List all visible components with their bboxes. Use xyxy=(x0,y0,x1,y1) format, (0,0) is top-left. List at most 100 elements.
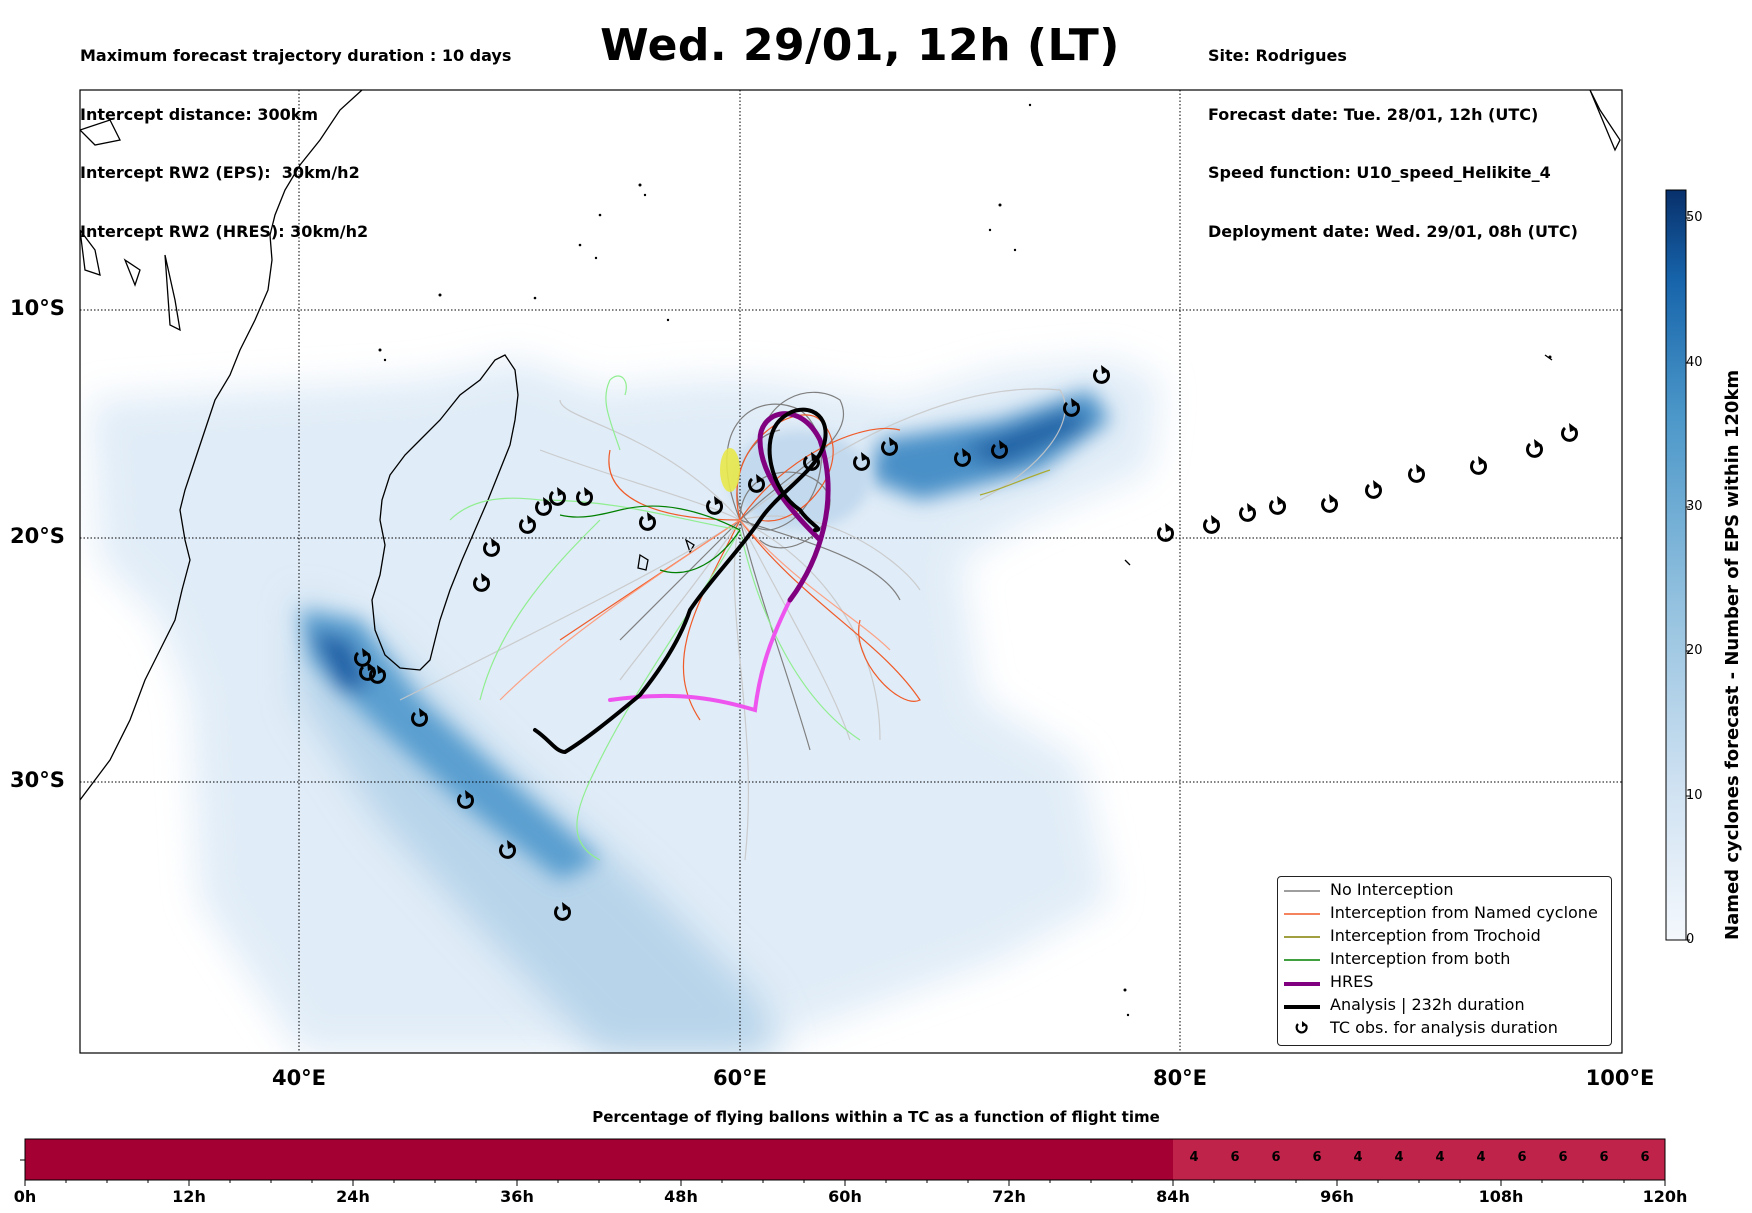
tc-cyclone-symbol-icon xyxy=(1408,464,1425,483)
timeline-percent-label: 6 xyxy=(1599,1150,1609,1165)
tc-cyclone-symbol-icon xyxy=(576,487,593,506)
tc-cyclone-symbol-icon xyxy=(1093,365,1110,384)
lon-label-100e: 100°E xyxy=(1585,1066,1655,1090)
timeline-tick-label: 72h xyxy=(992,1187,1026,1206)
header-line: Maximum forecast trajectory duration : 1… xyxy=(80,46,512,65)
lat-label-30s: 30°S xyxy=(10,768,65,792)
tc-cyclone-symbol-icon xyxy=(535,497,552,516)
tc-cyclone-symbol-icon xyxy=(1063,398,1080,417)
colorbar-tick: 40 xyxy=(1686,355,1703,370)
legend-item-analysis: Analysis | 232h duration xyxy=(1278,994,1611,1016)
tc-obs-symbols xyxy=(354,365,1578,921)
timeline-segment xyxy=(1583,1139,1624,1180)
timeline-tick-label: 0h xyxy=(13,1187,37,1206)
tc-cyclone-symbol-icon xyxy=(853,452,870,471)
header-line: Forecast date: Tue. 28/01, 12h (UTC) xyxy=(1208,104,1539,124)
timeline-tick-label: 12h xyxy=(172,1187,206,1206)
line-swatch-icon xyxy=(1284,959,1320,961)
timeline-percent-label: 4 xyxy=(1476,1150,1486,1165)
legend: No Interception Interception from Named … xyxy=(1277,876,1612,1046)
tc-cyclone-symbol-icon xyxy=(554,902,571,921)
header-line: Site: Rodrigues xyxy=(1208,46,1347,65)
tc-cyclone-symbol-icon xyxy=(519,515,536,534)
header-line: Intercept RW2 (EPS): 30km/h2 xyxy=(80,163,360,182)
timeline-tick-label: 24h xyxy=(336,1187,370,1206)
timeline-percent-label: 6 xyxy=(1517,1150,1527,1165)
timeline-tick-label: 48h xyxy=(664,1187,698,1206)
legend-item-hres: HRES xyxy=(1278,971,1611,993)
timeline-segment xyxy=(1542,1139,1583,1180)
tc-cyclone-symbol-icon xyxy=(359,662,376,681)
tc-cyclone-symbol-icon xyxy=(991,440,1008,459)
header-right-info: Site: Rodrigues Forecast date: Tue. 28/0… xyxy=(1208,7,1578,261)
colorbar-tick: 0 xyxy=(1686,932,1695,947)
graticule xyxy=(80,90,1622,1053)
deployment-marker xyxy=(720,448,740,492)
timeline-percent-label: 6 xyxy=(1558,1150,1568,1165)
timeline-percent-label: 4 xyxy=(1394,1150,1404,1165)
lon-label-80e: 80°E xyxy=(1152,1066,1208,1090)
header-left-info: Maximum forecast trajectory duration : 1… xyxy=(80,7,511,261)
lon-label-40e: 40°E xyxy=(271,1066,327,1090)
legend-item-tc-obs: TC obs. for analysis duration xyxy=(1278,1017,1611,1039)
tc-cyclone-symbol-icon xyxy=(881,437,898,456)
header-line: Intercept RW2 (HRES): 30km/h2 xyxy=(80,221,369,241)
timeline-percent-label: 4 xyxy=(1435,1150,1445,1165)
map-area xyxy=(80,90,1622,1053)
line-swatch-icon xyxy=(1284,890,1320,892)
tc-cyclone-symbol-icon xyxy=(499,840,516,859)
header-line: Deployment date: Wed. 29/01, 08h (UTC) xyxy=(1208,221,1578,241)
line-swatch-icon xyxy=(1284,913,1320,915)
tc-cyclone-symbol-icon xyxy=(1321,494,1338,513)
colorbar-tick: 30 xyxy=(1686,499,1703,514)
tc-cyclone-symbol-icon xyxy=(1203,515,1220,534)
africa-coastline xyxy=(80,90,363,801)
tc-cyclone-symbol-icon xyxy=(1295,1021,1308,1034)
tc-cyclone-symbol-icon xyxy=(473,573,490,592)
colorbar-label: Named cyclones forecast - Number of EPS … xyxy=(1722,369,1743,940)
tc-cyclone-symbol-icon xyxy=(411,708,428,727)
tc-cyclone-symbol-icon xyxy=(549,487,566,506)
timeline-segment xyxy=(1173,1139,1214,1180)
timeline-segment xyxy=(1378,1139,1419,1180)
tc-cyclone-symbol-icon xyxy=(748,474,765,493)
lat-label-20s: 20°S xyxy=(10,524,65,548)
analysis-trajectory xyxy=(533,407,828,755)
timeline-tick-label: 60h xyxy=(828,1187,862,1206)
tc-cyclone-symbol-icon xyxy=(369,665,386,684)
timeline-segment xyxy=(1296,1139,1337,1180)
timeline-percent-label: 6 xyxy=(1230,1150,1240,1165)
tc-cyclone-symbol-icon xyxy=(1526,439,1543,458)
timeline-title: Percentage of flying ballons within a TC… xyxy=(592,1108,1160,1126)
tc-cyclone-symbol-icon xyxy=(354,648,371,667)
colorbar-tick: 50 xyxy=(1686,210,1703,225)
colorbar-tick: 20 xyxy=(1686,643,1703,658)
timeline-tick-label: 84h xyxy=(1156,1187,1190,1206)
map-frame xyxy=(79,89,1623,1054)
legend-item-both: Interception from both xyxy=(1278,948,1611,970)
lat-label-10s: 10°S xyxy=(10,296,65,320)
timeline-segment xyxy=(1337,1139,1378,1180)
timeline-tick-label: 108h xyxy=(1478,1187,1524,1206)
timeline-segment xyxy=(1214,1139,1255,1180)
madagascar-coastline xyxy=(371,354,519,671)
tc-cyclone-symbol-icon xyxy=(483,538,500,557)
tc-cyclone-symbol-icon xyxy=(1157,523,1174,542)
legend-item-named-cyclone: Interception from Named cyclone xyxy=(1278,902,1611,924)
timeline-segment xyxy=(1255,1139,1296,1180)
timeline-percent-label: 6 xyxy=(1271,1150,1281,1165)
tc-cyclone-symbol-icon xyxy=(803,452,820,471)
colorbar xyxy=(1665,189,1690,941)
header-line: Speed function: U10_speed_Helikite_4 xyxy=(1208,163,1551,182)
timeline-segment xyxy=(1419,1139,1460,1180)
timeline-tick-label: 36h xyxy=(500,1187,534,1206)
tc-cyclone-symbol-icon xyxy=(1365,480,1382,499)
tc-cyclone-symbol-icon xyxy=(954,448,971,467)
timeline-tick-label: 120h xyxy=(1642,1187,1688,1206)
legend-item-no-interception: No Interception xyxy=(1278,879,1611,901)
small-islands xyxy=(378,103,1552,1017)
tc-cyclone-symbol-icon xyxy=(1470,456,1487,475)
tc-cyclone-symbol-icon xyxy=(639,512,656,531)
coastlines xyxy=(80,90,1621,801)
tc-cyclone-symbol-icon xyxy=(1269,496,1286,515)
